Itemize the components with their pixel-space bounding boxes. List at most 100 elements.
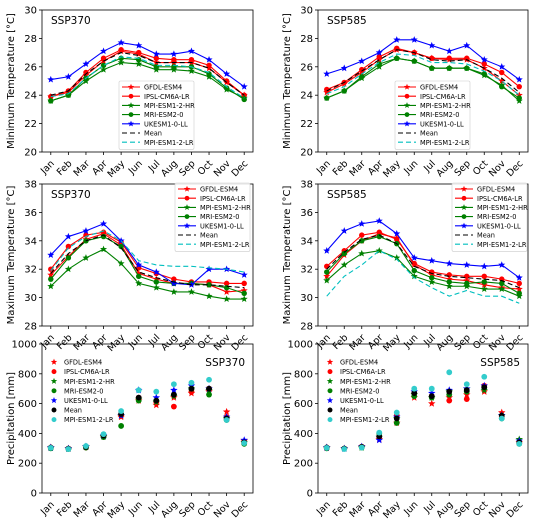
legend-label: UKESM1-0-LL (64, 397, 108, 405)
x-tick-label: Sep (177, 158, 197, 178)
series-line (50, 49, 245, 98)
data-point (376, 429, 383, 436)
data-point (100, 431, 107, 438)
y-tick-label: 36 (300, 208, 313, 219)
legend-item: UKESM1-0-LL (122, 120, 188, 128)
data-point (428, 278, 436, 285)
data-point (446, 369, 453, 376)
y-tick-label: 800 (294, 369, 313, 380)
legend-label: UKESM1-0-LL (477, 222, 521, 230)
legend: GFDL-ESM4IPSL-CM6A-LRMPI-ESM1-2-HRMRI-ES… (394, 80, 471, 150)
legend-item: Mean (398, 130, 438, 138)
data-point (240, 295, 248, 302)
data-point (188, 385, 195, 392)
data-point (170, 403, 177, 410)
data-point (341, 250, 347, 257)
data-point (135, 269, 143, 277)
data-point (64, 73, 72, 80)
data-point (376, 61, 382, 67)
x-tick-label: Feb (331, 332, 351, 352)
data-point (464, 273, 470, 280)
y-tick-label: 38 (24, 180, 37, 191)
series-mean (326, 49, 520, 93)
series-mpi-esm1-2-lr (50, 230, 245, 273)
legend-item: MRI-ESM2-0 (178, 213, 239, 221)
x-tick-label: Sep (452, 499, 472, 519)
panel-title: SSP370 (51, 15, 91, 27)
data-point (118, 423, 125, 429)
legend-item: MPI-ESM1-2-HR (50, 377, 115, 386)
data-point (205, 265, 213, 273)
legend-item: MRI-ESM2-0 (122, 111, 183, 119)
data-point (323, 70, 331, 77)
y-tick-label: 0 (307, 489, 313, 500)
legend-item: MPI-ESM1-2-LR (327, 416, 390, 424)
data-point (223, 70, 231, 77)
y-tick-label: 38 (300, 180, 313, 191)
legend-item: GFDL-ESM4 (178, 186, 238, 194)
legend-label: MPI-ESM1-2-LR (420, 139, 470, 147)
y-axis-label: Maximum Temperature [°C] (282, 186, 293, 325)
legend-label: MRI-ESM2-0 (420, 111, 459, 119)
data-point (428, 257, 436, 264)
legend-marker (404, 112, 410, 117)
y-axis-label: Precipitation [mm] (6, 372, 17, 465)
y-tick-label: 24 (24, 91, 37, 102)
data-point (429, 65, 435, 71)
x-tick-label: Feb (331, 499, 351, 519)
y-axis-label: Maximum Temperature [°C] (6, 186, 17, 325)
data-point (340, 64, 348, 72)
data-point (516, 440, 523, 447)
legend-item: IPSL-CM6A-LR (327, 368, 386, 376)
data-point (153, 279, 160, 285)
legend-label: MPI-ESM1-2-HR (477, 204, 528, 212)
legend-label: GFDL-ESM4 (477, 186, 515, 194)
legend-item: Mean (122, 130, 162, 138)
y-tick-label: 36 (24, 208, 37, 219)
data-point (100, 65, 108, 73)
legend-marker (50, 377, 58, 384)
series-mpi-esm1-2-lr (323, 369, 523, 452)
data-point (498, 261, 506, 268)
data-point (515, 274, 523, 281)
data-point (463, 261, 471, 268)
legend: GFDL-ESM4IPSL-CM6A-LRMPI-ESM1-2-HRMRI-ES… (326, 359, 391, 424)
y-tick-label: 26 (24, 62, 37, 73)
legend-label: UKESM1-0-LL (340, 397, 384, 405)
legend-item: MPI-ESM1-2-LR (455, 241, 527, 249)
data-point (410, 36, 418, 43)
plot-frame (41, 343, 254, 494)
data-point (393, 420, 400, 426)
data-point (464, 65, 470, 71)
legend-label: Mean (420, 130, 438, 138)
legend-marker (326, 397, 334, 404)
data-point (480, 56, 488, 63)
legend-item: MPI-ESM1-2-LR (178, 241, 250, 249)
y-tick-label: 600 (294, 399, 313, 410)
legend-box (118, 80, 195, 150)
data-point (411, 260, 417, 267)
legend-label: IPSL-CM6A-LR (420, 93, 466, 101)
data-point (100, 55, 107, 61)
legend-marker (51, 369, 57, 375)
data-point (358, 249, 366, 257)
data-point (463, 276, 471, 284)
legend-marker (51, 417, 57, 423)
x-tick-label: Jun (401, 499, 420, 518)
legend-box (451, 182, 528, 252)
x-tick-label: Nov (212, 332, 233, 353)
data-point (498, 415, 505, 422)
x-tick-label: Aug (159, 158, 180, 179)
y-tick-label: 0 (31, 489, 37, 500)
data-point (47, 444, 54, 451)
data-point (358, 220, 366, 227)
data-point (170, 381, 177, 388)
panel-title: SSP370 (51, 189, 91, 201)
y-tick-label: 22 (300, 119, 313, 130)
x-tick-label: Jan (38, 499, 57, 518)
legend-item: MRI-ESM2-0 (327, 387, 379, 395)
legend-label: MPI-ESM1-2-LR (477, 241, 527, 249)
y-tick-label: 22 (24, 119, 37, 130)
